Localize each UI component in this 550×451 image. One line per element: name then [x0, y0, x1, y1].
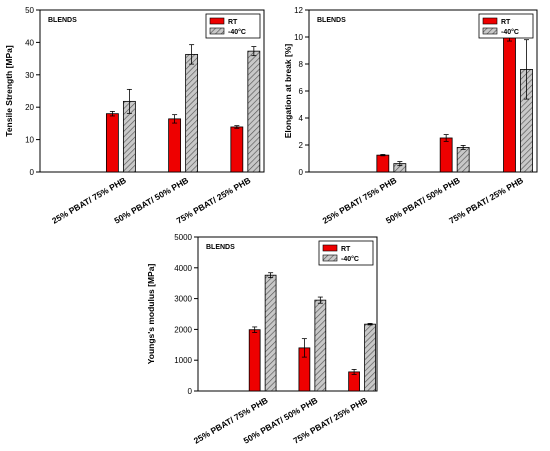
chart-panel-3: 0 1000 2000 3000 4000 5000 Youngs's modulus [M…	[146, 233, 378, 446]
legend-label: -40°C	[501, 28, 519, 36]
y-tick-label: 20	[25, 103, 34, 112]
bar-rt-1	[105, 113, 119, 173]
y-tick-label: 4000	[174, 264, 192, 273]
legend-label: RT	[228, 19, 238, 26]
y-tick-label: 0	[188, 387, 193, 396]
panel-annotation: BLENDS	[317, 17, 346, 24]
legend-swatch-minus40	[209, 27, 225, 35]
y-tick-label: 5000	[174, 233, 192, 242]
y-tick-label: 3000	[174, 295, 192, 304]
bar-rt-3	[348, 371, 360, 392]
bar-minus40-3	[247, 50, 261, 173]
bar-rt-3	[503, 33, 516, 173]
y-tick-label: 2	[299, 141, 304, 150]
plot-frame	[39, 9, 265, 173]
y-tick-label: 50	[25, 6, 34, 15]
legend-swatch-rt	[209, 17, 225, 25]
legend: RT -40°C	[205, 13, 261, 39]
y-tick-label: 0	[299, 168, 304, 177]
legend-swatch-minus40	[322, 254, 338, 262]
y-tick-label: 6	[299, 87, 304, 96]
y-tick-label: 0	[30, 168, 35, 177]
y-axis-label: Elongation at break [%]	[283, 44, 293, 139]
bar-minus40-2	[185, 53, 199, 173]
y-tick-label: 8	[299, 60, 304, 69]
y-tick-label: 10	[294, 33, 303, 42]
plot-frame	[197, 236, 378, 392]
y-tick-label: 2000	[174, 325, 192, 334]
legend-label: -40°C	[228, 28, 246, 36]
legend-label: RT	[341, 246, 351, 253]
y-tick-label: 30	[25, 71, 34, 80]
legend-label: RT	[501, 19, 511, 26]
legend-swatch-minus40	[482, 27, 498, 35]
bar-minus40-1	[264, 274, 277, 392]
legend-swatch-rt	[322, 244, 338, 252]
bar-rt-3	[230, 126, 244, 173]
bar-minus40-2	[314, 299, 327, 392]
legend: RT -40°C	[478, 13, 534, 39]
y-tick-label: 4	[299, 114, 304, 123]
y-tick-label: 1000	[174, 356, 192, 365]
bar-rt-2	[168, 118, 182, 173]
y-tick-label: 10	[25, 136, 34, 145]
legend-swatch-rt	[482, 17, 498, 25]
panel-annotation: BLENDS	[206, 244, 235, 251]
bar-rt-1	[376, 154, 390, 173]
panel-annotation: BLENDS	[48, 17, 77, 24]
y-tick-label: 40	[25, 38, 34, 47]
legend: RT -40°C	[318, 240, 374, 266]
legend-label: -40°C	[341, 255, 359, 263]
bar-minus40-2	[456, 147, 470, 173]
y-tick-label: 12	[294, 6, 303, 15]
bar-rt-2	[439, 137, 453, 173]
bar-rt-1	[248, 329, 261, 392]
y-axis-label: Tensile Strength [MPa]	[4, 45, 14, 137]
bar-minus40-3	[364, 323, 376, 392]
y-axis-label: Youngs's modulus [MPa]	[146, 264, 156, 365]
